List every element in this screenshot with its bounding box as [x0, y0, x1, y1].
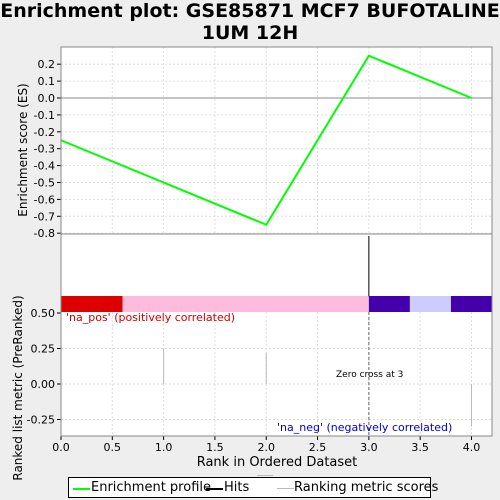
- legend-label-ranking-metric: Ranking metric scores: [294, 480, 439, 495]
- rank-xtick-label: 3.0: [360, 441, 378, 454]
- legend-swatch-ranking-metric: [277, 488, 294, 489]
- rank-xtick-label: 1.0: [155, 441, 173, 454]
- es-ytick-label: 0.2: [38, 58, 56, 71]
- legend-label-enrichment-profile: Enrichment profile: [91, 480, 211, 495]
- legend-swatch-hits: [206, 488, 223, 490]
- rank-xtick-label: 0.5: [104, 441, 122, 454]
- legend-swatch-ranking: [257, 475, 273, 476]
- es-ytick-label: -0.4: [34, 160, 55, 173]
- neg-correlated-label: 'na_neg' (negatively correlated): [277, 421, 452, 434]
- es-ytick-label: -0.2: [34, 126, 55, 139]
- plot-border: [60, 46, 493, 437]
- plot-background: [61, 47, 492, 436]
- es-ytick-label: 0.1: [38, 75, 56, 88]
- pos-correlated-label: 'na_pos' (positively correlated): [66, 311, 235, 324]
- heat-bar-segment: [450, 296, 492, 312]
- es-ytick-label: -0.3: [34, 143, 55, 156]
- rank-xtick-label: 2.0: [257, 441, 275, 454]
- es-ytick-label: -0.5: [34, 177, 55, 190]
- es-ytick-label: -0.6: [34, 193, 55, 206]
- heat-bar-segment: [368, 296, 410, 312]
- rank-ytick-label: -0.25: [27, 414, 55, 427]
- heat-bar-segment: [61, 296, 123, 312]
- es-ytick-label: -0.7: [34, 210, 55, 223]
- es-ytick-label: -0.8: [34, 227, 55, 240]
- chart-title-line-2: 1UM 12H: [201, 22, 299, 44]
- rank-xtick-label: 2.5: [309, 441, 327, 454]
- chart-title-line-1: Enrichment plot: GSE85871 MCF7 BUFOTALIN…: [0, 0, 500, 22]
- chart-title: Enrichment plot: GSE85871 MCF7 BUFOTALIN…: [0, 0, 500, 44]
- rank-xtick-label: 0.0: [52, 441, 70, 454]
- rank-ytick-label: 0.25: [31, 343, 56, 356]
- zero-cross-label: Zero cross at 3: [336, 370, 403, 380]
- legend: Enrichment profile Hits Ranking metric s…: [68, 475, 438, 498]
- rank-xlabel: Rank in Ordered Dataset: [197, 455, 358, 470]
- legend-swatch-enrichment-profile: [73, 488, 90, 490]
- rank-ytick-label: 0.00: [31, 378, 56, 391]
- legend-label-hits: Hits: [224, 480, 250, 495]
- es-ytick-label: -0.1: [34, 109, 55, 122]
- rank-xtick-label: 3.5: [411, 441, 429, 454]
- heat-bar-segment: [409, 296, 451, 312]
- rank-ylabel: Ranked list metric (PreRanked): [11, 295, 25, 480]
- rank-xtick-label: 4.0: [463, 441, 481, 454]
- rank-ytick-label: 0.50: [31, 307, 56, 320]
- heat-bar-segment: [122, 296, 369, 312]
- es-ytick-label: 0.0: [38, 92, 56, 105]
- es-profile-line: [60, 54, 472, 227]
- rank-xtick-label: 1.5: [206, 441, 224, 454]
- es-ylabel: Enrichment score (ES): [16, 83, 30, 216]
